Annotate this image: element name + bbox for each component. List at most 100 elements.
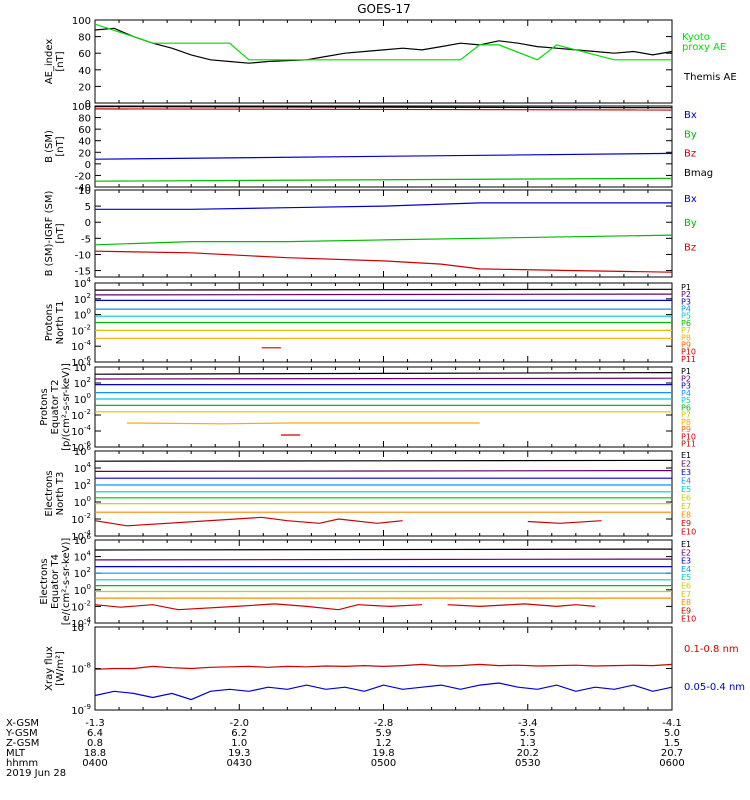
series-line-0-05-0-4-nm	[94, 682, 673, 701]
y-axis-label-line: Protons	[39, 388, 50, 425]
legend-entry: By	[684, 218, 697, 229]
legend-entry: P8	[681, 418, 691, 427]
legend-entry: 0.1-0.8 nm	[684, 644, 739, 655]
y-axis-label: Protons North T1	[44, 301, 66, 345]
x-axis-cell: -2.8	[374, 718, 394, 729]
x-axis-cell: 0500	[371, 758, 396, 769]
series-line-themis-ae	[94, 27, 500, 64]
y-tick-base: 10	[74, 363, 87, 374]
y-tick-exponent: 4	[87, 550, 92, 558]
legend-entry: P5	[681, 312, 691, 321]
y-tick-label: 104	[74, 360, 92, 374]
y-tick-label: 40	[78, 66, 91, 77]
legend-entry: E2	[681, 460, 691, 469]
legend-entry: E9	[681, 606, 691, 615]
y-tick-label: 5	[85, 202, 91, 213]
y-tick-label: 100	[74, 392, 91, 406]
series-line-e1	[94, 459, 673, 462]
y-tick-label: 0	[85, 99, 91, 110]
y-axis-label-line: [nT]	[55, 136, 66, 156]
y-tick-base: 10	[74, 536, 87, 547]
y-tick-base: 10	[71, 443, 84, 454]
legend-entry: P10	[681, 348, 696, 357]
legend-entry: P8	[681, 333, 691, 342]
y-axis-label: Electrons North T3	[44, 470, 66, 516]
y-axis-label-line: B (SM)-IGRF (SM)	[44, 191, 55, 277]
y-axis-label-line: [p/(cm²-s-sr-keV)]	[61, 363, 72, 451]
x-axis-cell: -1.3	[85, 718, 105, 729]
series-line-e10	[447, 603, 596, 608]
y-tick-label: 100	[72, 102, 91, 113]
legend-entry: E6	[681, 582, 691, 591]
legend-entry: Bz	[684, 242, 696, 253]
legend-entry: E10	[681, 528, 696, 537]
x-axis-cell: 20.2	[517, 748, 539, 759]
series-line-by	[94, 177, 673, 182]
y-tick-base: 10	[74, 498, 87, 509]
y-tick-exponent: -7	[84, 620, 91, 628]
y-tick-base: 10	[74, 379, 87, 390]
legend-entry: E3	[681, 557, 691, 566]
legend-entry: P4	[681, 389, 691, 398]
y-tick-label: 106	[74, 444, 92, 458]
series-line-0-1-0-8-nm	[94, 663, 673, 670]
y-tick-label: 10-8	[71, 662, 91, 676]
x-axis-cell: 5.9	[376, 728, 392, 739]
y-tick-exponent: 2	[87, 292, 91, 300]
y-tick-label: 10-6	[71, 440, 91, 454]
x-axis-cell: 0430	[227, 758, 252, 769]
y-tick-exponent: -4	[84, 424, 92, 432]
y-axis-label-line: [e/(cm²-s-sr-keV)]	[61, 538, 72, 626]
series-line-themis-ae	[498, 40, 673, 56]
legend-entry: E4	[681, 477, 691, 486]
y-tick-base: 10	[71, 619, 84, 630]
legend-entry: E10	[681, 615, 696, 624]
x-axis-row-label: 2019 Jun 28	[6, 768, 66, 779]
legend-entry: E1	[681, 451, 691, 460]
series-line-p1	[94, 372, 673, 375]
y-tick-exponent: -9	[84, 703, 91, 711]
y-tick-exponent: 4	[87, 276, 92, 284]
y-tick-label: 102	[74, 292, 91, 306]
x-axis-cell: 6.4	[87, 728, 103, 739]
y-tick-label: 10-6	[71, 355, 91, 369]
y-axis-label: Xray flux [W/m²]	[44, 646, 66, 691]
legend-entry: Bz	[684, 149, 696, 160]
y-tick-label: 102	[74, 478, 91, 492]
y-tick-label: 80	[78, 33, 91, 44]
y-tick-base: 10	[71, 602, 84, 613]
y-tick-label: 0	[85, 160, 91, 171]
legend-entry: P5	[681, 396, 691, 405]
y-tick-base: 10	[71, 706, 84, 717]
y-tick-exponent: 6	[87, 533, 92, 541]
y-tick-exponent: 6	[87, 444, 92, 452]
y-tick-label: 40	[78, 137, 91, 148]
y-tick-exponent: 2	[87, 376, 91, 384]
y-tick-label: 10-4	[71, 424, 91, 438]
y-tick-exponent: -6	[84, 440, 92, 448]
legend-entry: E5	[681, 573, 691, 582]
legend-entry: E4	[681, 565, 691, 574]
x-axis-cell: 0400	[82, 758, 107, 769]
y-tick-exponent: 2	[87, 566, 91, 574]
legend-entry: E9	[681, 519, 691, 528]
x-axis-row-label: MLT	[6, 748, 26, 759]
y-tick-base: 10	[74, 395, 87, 406]
y-axis-label-line: North T1	[55, 301, 66, 345]
legend-entry: P11	[681, 440, 696, 449]
y-tick-base: 10	[74, 586, 87, 597]
series-line-bx	[95, 202, 672, 210]
y-tick-label: 106	[74, 533, 92, 547]
y-tick-base: 10	[71, 515, 84, 526]
series-line-kyoto-proxy-ae	[94, 23, 672, 61]
y-tick-label: 10-4	[71, 529, 91, 543]
series-line-e2	[94, 470, 673, 472]
y-tick-exponent: -2	[84, 512, 91, 520]
legend: Bx By Bz	[684, 194, 697, 253]
y-tick-base: 10	[71, 532, 84, 543]
y-tick-label: 60	[78, 49, 91, 60]
